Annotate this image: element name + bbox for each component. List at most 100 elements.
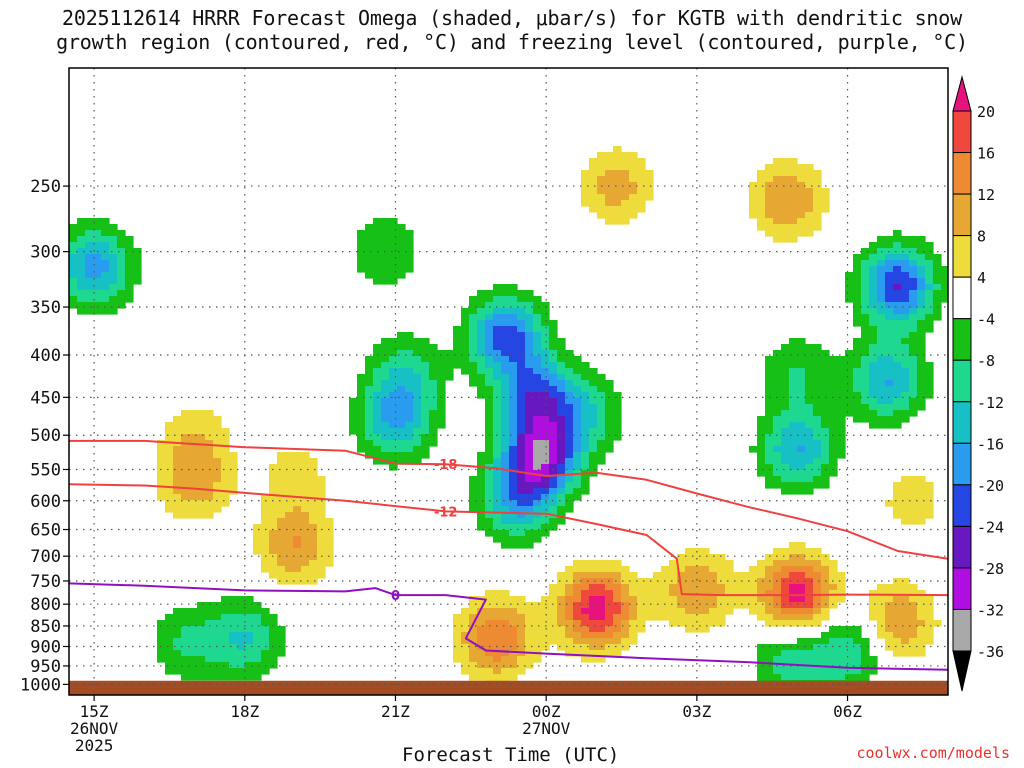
omega-cell	[781, 344, 790, 351]
omega-cell	[197, 608, 206, 615]
omega-cell	[645, 176, 654, 183]
omega-cell	[933, 302, 942, 309]
omega-cell	[509, 542, 518, 549]
omega-cell	[485, 626, 494, 633]
omega-cell	[829, 644, 838, 651]
omega-cell	[309, 548, 318, 555]
chart-title-line-1: 2025112614 HRRR Forecast Omega (shaded, …	[62, 6, 962, 30]
omega-cell	[157, 638, 166, 645]
omega-cell	[269, 662, 278, 669]
omega-cell	[901, 578, 910, 585]
omega-cell	[597, 452, 606, 459]
omega-cell	[501, 374, 510, 381]
omega-cell	[229, 596, 238, 603]
omega-cell	[885, 314, 894, 321]
omega-cell	[573, 380, 582, 387]
y-tick-label: 900	[30, 638, 61, 658]
omega-cell	[541, 362, 550, 369]
omega-cell	[389, 416, 398, 423]
omega-cell	[773, 362, 782, 369]
omega-cell	[613, 422, 622, 429]
omega-cell	[613, 212, 622, 219]
omega-cell	[373, 272, 382, 279]
omega-cell	[605, 626, 614, 633]
omega-cell	[861, 368, 870, 375]
omega-cell	[877, 242, 886, 249]
omega-cell	[205, 446, 214, 453]
omega-cell	[917, 320, 926, 327]
omega-cell	[605, 620, 614, 627]
omega-cell	[493, 284, 502, 291]
omega-cell	[821, 602, 830, 609]
omega-cell	[317, 530, 326, 537]
omega-cell	[493, 530, 502, 537]
omega-cell	[493, 440, 502, 447]
omega-cell	[805, 644, 814, 651]
omega-cell	[213, 476, 222, 483]
omega-cell	[181, 488, 190, 495]
omega-cell	[485, 338, 494, 345]
omega-cell	[813, 410, 822, 417]
omega-cell	[189, 452, 198, 459]
omega-cell	[901, 338, 910, 345]
omega-cell	[517, 452, 526, 459]
omega-cell	[909, 476, 918, 483]
omega-cell	[205, 434, 214, 441]
omega-cell	[909, 326, 918, 333]
omega-cell	[485, 638, 494, 645]
omega-cell	[853, 410, 862, 417]
omega-cell	[589, 458, 598, 465]
omega-cell	[381, 434, 390, 441]
omega-cell	[101, 266, 110, 273]
omega-cell	[269, 512, 278, 519]
omega-cell	[653, 608, 662, 615]
omega-cell	[869, 272, 878, 279]
omega-cell	[309, 560, 318, 567]
omega-cell	[277, 524, 286, 531]
omega-cell	[509, 506, 518, 513]
omega-cell	[821, 632, 830, 639]
omega-cell	[397, 362, 406, 369]
omega-cell	[765, 428, 774, 435]
omega-cell	[309, 470, 318, 477]
omega-cell	[541, 314, 550, 321]
omega-cell	[197, 512, 206, 519]
omega-cell	[541, 614, 550, 621]
omega-cell	[613, 182, 622, 189]
omega-cell	[837, 452, 846, 459]
omega-cell	[909, 356, 918, 363]
omega-cell	[557, 344, 566, 351]
omega-cell	[229, 608, 238, 615]
omega-cell	[597, 206, 606, 213]
omega-cell	[77, 218, 86, 225]
omega-cell	[277, 644, 286, 651]
omega-cell	[597, 380, 606, 387]
omega-cell	[893, 410, 902, 417]
omega-cell	[237, 662, 246, 669]
omega-cell	[541, 440, 550, 447]
omega-cell	[565, 500, 574, 507]
omega-cell	[885, 290, 894, 297]
omega-cell	[373, 236, 382, 243]
omega-cell	[837, 422, 846, 429]
omega-cell	[877, 404, 886, 411]
omega-cell	[245, 638, 254, 645]
omega-cell	[565, 596, 574, 603]
omega-cell	[157, 620, 166, 627]
omega-cell	[565, 620, 574, 627]
omega-cell	[869, 392, 878, 399]
omega-cell	[389, 374, 398, 381]
omega-cell	[213, 644, 222, 651]
omega-cell	[357, 440, 366, 447]
omega-cell	[829, 602, 838, 609]
omega-cell	[893, 578, 902, 585]
omega-cell	[69, 248, 78, 255]
omega-cell	[757, 440, 766, 447]
omega-cell	[165, 638, 174, 645]
omega-cell	[845, 668, 854, 675]
omega-cell	[845, 644, 854, 651]
omega-cell	[389, 266, 398, 273]
omega-cell	[893, 266, 902, 273]
omega-cell	[365, 242, 374, 249]
omega-cell	[869, 602, 878, 609]
